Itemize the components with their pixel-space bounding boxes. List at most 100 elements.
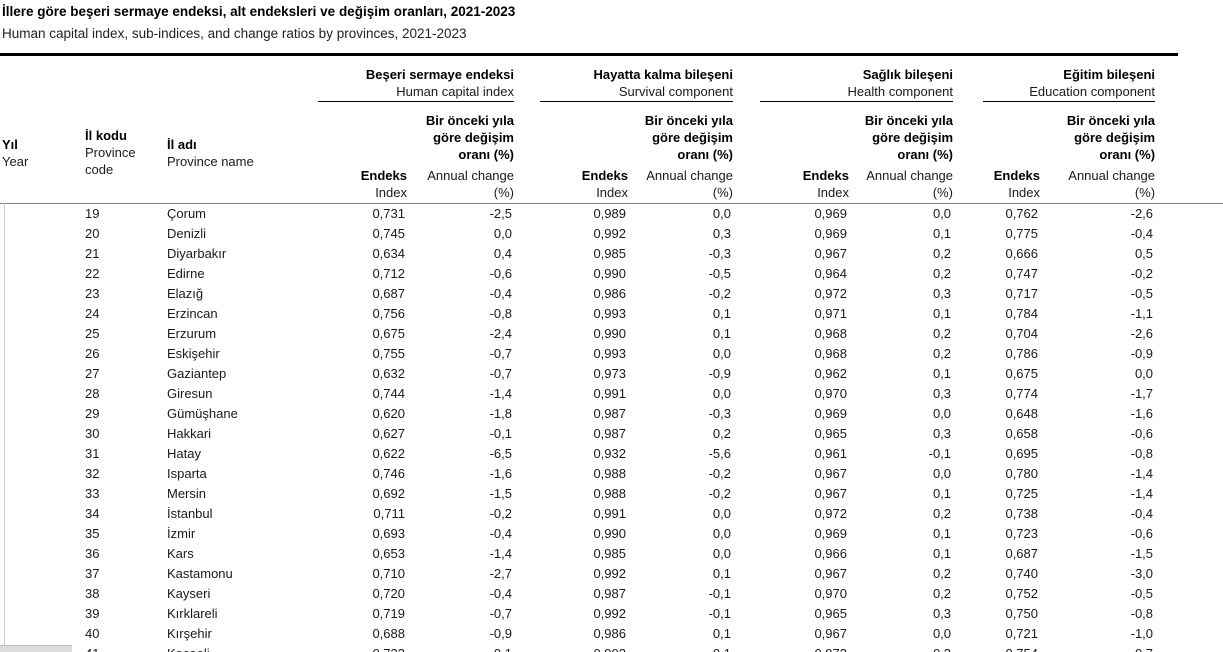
- health-index-cell: 0,971: [814, 306, 847, 321]
- hci-index-cell: 0,745: [372, 226, 405, 241]
- column-header-province-name: İl adı Province name: [167, 102, 317, 204]
- table-row: 29 Gümüşhane 0,620 -1,8 0,987 -0,3 0,969…: [0, 404, 1223, 424]
- survival-change-cell: 0,0: [712, 206, 731, 221]
- year-cell: [0, 604, 85, 624]
- hci-change-cell: 0,0: [493, 226, 512, 241]
- table-row: 40 Kırşehir 0,688 -0,9 0,986 0,1 0,967 0…: [0, 624, 1223, 644]
- column-header-province-code: İl kodu Province code: [85, 102, 167, 204]
- education-index-cell: 0,762: [1005, 206, 1039, 221]
- hci-change-cell: -2,5: [489, 206, 512, 221]
- province-code-cell: 36: [85, 546, 100, 561]
- education-index-cell: 0,675: [1005, 366, 1039, 381]
- education-change-cell: -0,5: [1130, 586, 1154, 601]
- hci-index-cell: 0,731: [372, 206, 405, 221]
- table-row: 22 Edirne 0,712 -0,6 0,990 -0,5 0,964 0,…: [0, 264, 1223, 284]
- group-survival-label-en: Survival component: [618, 84, 733, 99]
- row-filler-cell: [1155, 604, 1223, 624]
- year-cell: [0, 284, 85, 304]
- health-change-cell: 0,0: [932, 466, 952, 481]
- province-code-cell: 34: [85, 506, 100, 521]
- column-header-health-index: Endeks Index: [733, 102, 849, 204]
- hci-change-cell: -1,5: [489, 486, 512, 501]
- survival-change-cell: 0,1: [712, 326, 731, 341]
- province-name-cell: Edirne: [167, 266, 205, 281]
- province-code-cell: 35: [85, 526, 100, 541]
- hci-index-cell: 0,675: [372, 326, 405, 341]
- survival-index-cell: 0,991: [593, 386, 626, 401]
- row-filler-cell: [1155, 264, 1223, 284]
- education-index-cell: 0,717: [1005, 286, 1039, 301]
- survival-change-cell: 0,3: [712, 226, 731, 241]
- health-change-cell: 0,3: [932, 426, 952, 441]
- hci-index-cell: 0,693: [372, 526, 405, 541]
- table-row: 25 Erzurum 0,675 -2,4 0,990 0,1 0,968 0,…: [0, 324, 1223, 344]
- table-row: 28 Giresun 0,744 -1,4 0,991 0,0 0,970 0,…: [0, 384, 1223, 404]
- year-cell: [0, 464, 85, 484]
- hci-index-cell: 0,756: [372, 306, 405, 321]
- survival-change-cell: -0,5: [708, 266, 731, 281]
- health-index-cell: 0,969: [814, 406, 847, 421]
- province-name-cell: Mersin: [167, 486, 207, 501]
- province-name-cell: Eskişehir: [167, 346, 220, 361]
- health-change-cell: 0,0: [932, 626, 952, 641]
- survival-index-cell: 0,992: [593, 606, 626, 621]
- province-name-cell: İzmir: [167, 526, 196, 541]
- hci-index-cell: 0,627: [372, 426, 405, 441]
- education-index-cell: 0,695: [1005, 446, 1039, 461]
- survival-change-cell: 0,0: [712, 386, 731, 401]
- health-index-cell: 0,961: [814, 446, 847, 461]
- survival-index-cell: 0,992: [593, 226, 626, 241]
- hci-change-cell: -0,8: [489, 306, 512, 321]
- education-change-cell: -1,4: [1130, 466, 1154, 481]
- group-hci-label-en: Human capital index: [396, 84, 514, 99]
- row-filler-cell: [1155, 484, 1223, 504]
- health-index-cell: 0,969: [814, 206, 847, 221]
- column-header-year: Yıl Year: [0, 102, 85, 204]
- column-header-education-index: Endeks Index: [953, 102, 1041, 204]
- education-change-cell: -0,4: [1130, 506, 1154, 521]
- page-title-tr: İllere göre beşeri sermaye endeksi, alt …: [2, 4, 516, 19]
- province-code-cell: 20: [85, 226, 100, 241]
- year-cell: [0, 304, 85, 324]
- province-code-cell: 25: [85, 326, 100, 341]
- year-cell: [0, 504, 85, 524]
- survival-index-cell: 0,988: [593, 486, 626, 501]
- scrollbar-corner[interactable]: [0, 645, 72, 652]
- health-change-cell: 0,1: [932, 486, 952, 501]
- table-row: 37 Kastamonu 0,710 -2,7 0,992 0,1 0,967 …: [0, 564, 1223, 584]
- province-name-cell: Denizli: [167, 226, 207, 241]
- survival-index-cell: 0,987: [593, 586, 626, 601]
- health-index-cell: 0,970: [814, 386, 847, 401]
- health-index-cell: 0,969: [814, 226, 847, 241]
- survival-change-cell: 0,2: [712, 426, 731, 441]
- education-change-cell: -2,6: [1130, 206, 1154, 221]
- survival-change-cell: 0,1: [628, 644, 733, 652]
- health-change-cell: 0,2: [932, 246, 952, 261]
- education-index-cell: 0,666: [1005, 246, 1039, 261]
- survival-index-cell: 0,992: [514, 644, 628, 652]
- survival-index-cell: 0,989: [593, 206, 626, 221]
- health-index-cell: 0,970: [814, 586, 847, 601]
- health-change-cell: 0,1: [932, 526, 952, 541]
- survival-index-cell: 0,988: [593, 466, 626, 481]
- column-header-row: Yıl Year İl kodu Province code İl adı Pr…: [0, 102, 1223, 204]
- health-index-cell: 0,965: [814, 426, 847, 441]
- survival-change-cell: 0,0: [712, 526, 731, 541]
- hci-index-cell: 0,692: [372, 486, 405, 501]
- column-header-education-change: Bir önceki yıla göre değişim oranı (%) A…: [1040, 102, 1156, 204]
- education-index-cell: 0,721: [1005, 626, 1039, 641]
- row-filler-cell: [1155, 384, 1223, 404]
- year-cell: [0, 224, 85, 244]
- province-code-cell: 37: [85, 566, 100, 581]
- hci-index-cell: 0,755: [372, 346, 405, 361]
- hci-index-cell: 0,634: [372, 246, 405, 261]
- hci-index-cell: 0,622: [372, 446, 405, 461]
- row-filler-cell: [1155, 524, 1223, 544]
- health-change-cell: 0,2: [932, 506, 952, 521]
- education-index-cell: 0,648: [1005, 406, 1039, 421]
- province-code-cell: 33: [85, 486, 100, 501]
- table-row: 33 Mersin 0,692 -1,5 0,988 -0,2 0,967 0,…: [0, 484, 1223, 504]
- year-cell: [0, 424, 85, 444]
- table-row: 21 Diyarbakır 0,634 0,4 0,985 -0,3 0,967…: [0, 244, 1223, 264]
